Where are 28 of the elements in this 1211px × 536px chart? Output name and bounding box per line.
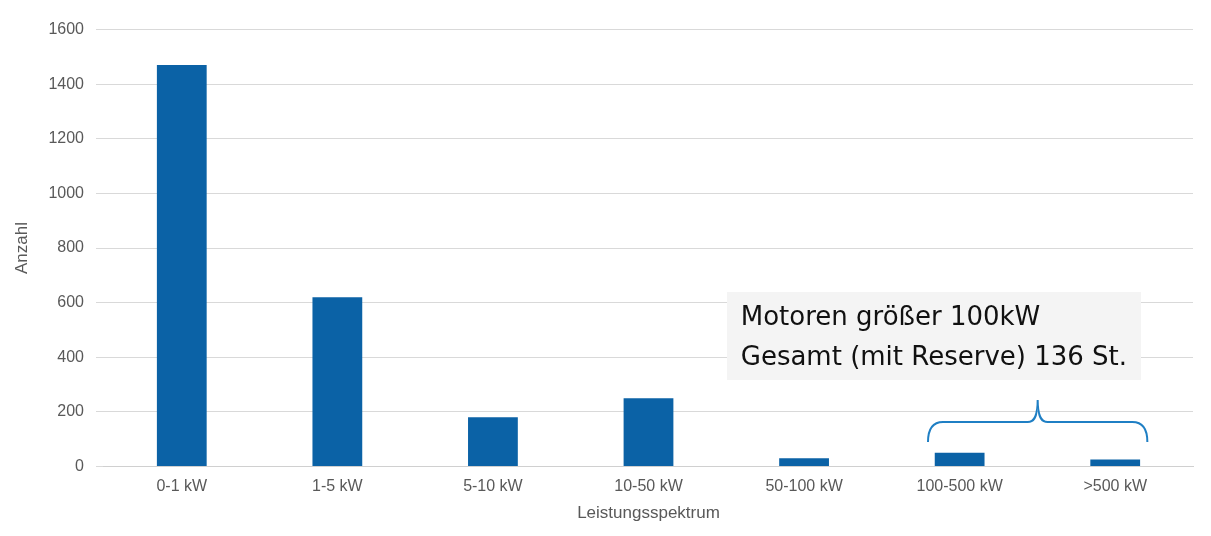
x-tick-label: >500 kW bbox=[1083, 477, 1148, 495]
y-tick-label: 0 bbox=[75, 456, 85, 474]
bar bbox=[156, 65, 207, 466]
bar bbox=[934, 452, 985, 466]
y-tick-label: 1000 bbox=[48, 183, 85, 201]
x-tick-label: 0-1 kW bbox=[156, 477, 209, 495]
x-tick-label: 50-100 kW bbox=[765, 477, 844, 495]
y-axis-title: Anzahl bbox=[11, 222, 31, 274]
y-tick-label: 1600 bbox=[48, 20, 85, 38]
bar bbox=[468, 417, 518, 466]
x-axis-title: Leistungsspektrum bbox=[577, 503, 720, 523]
x-tick-label: 1-5 kW bbox=[312, 477, 364, 495]
y-tick-label: 1200 bbox=[48, 129, 85, 147]
annotation: Motoren größer 100kW bbox=[740, 300, 1042, 334]
bar bbox=[623, 398, 674, 466]
bar bbox=[779, 458, 829, 466]
y-tick-label: 200 bbox=[57, 402, 85, 420]
bar bbox=[1090, 459, 1141, 466]
x-tick-label: 100-500 kW bbox=[916, 477, 1004, 495]
y-tick-label: 400 bbox=[57, 347, 85, 365]
y-tick-label: 800 bbox=[57, 238, 85, 256]
x-tick-label: 10-50 kW bbox=[614, 477, 684, 495]
annotation: Gesamt (mit Reserve) 136 St. bbox=[740, 340, 1128, 374]
y-tick-label: 1400 bbox=[48, 74, 85, 92]
y-tick-label: 600 bbox=[57, 293, 85, 311]
bar bbox=[312, 297, 363, 466]
note-box: Motoren größer 100kW Gesamt (mit Reserve) 136 St. bbox=[726, 292, 1142, 381]
x-tick-label: 5-10 kW bbox=[463, 477, 524, 495]
